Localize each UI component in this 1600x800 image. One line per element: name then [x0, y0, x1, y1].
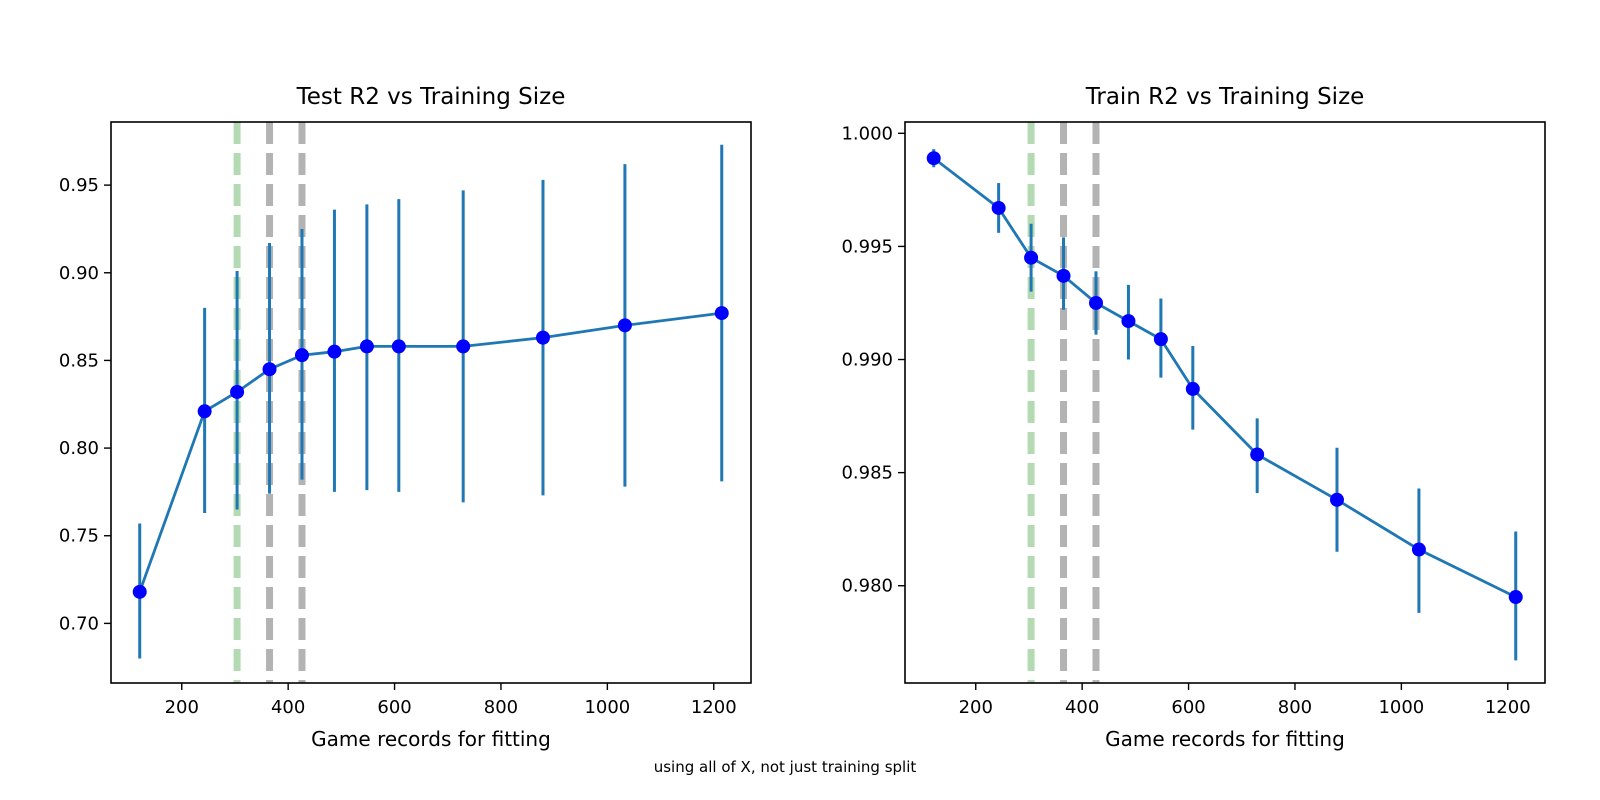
data-point — [294, 348, 309, 363]
data-point — [991, 200, 1006, 215]
data-point — [535, 330, 550, 345]
y-tick-label: 0.980 — [841, 576, 893, 597]
chart-title: Train R2 vs Training Size — [1085, 84, 1365, 110]
data-point — [1088, 295, 1103, 310]
x-tick-label: 600 — [377, 697, 411, 718]
data-point — [391, 339, 406, 354]
data-point — [456, 339, 471, 354]
series-line — [138, 311, 722, 593]
data-point — [359, 339, 374, 354]
x-tick-label: 400 — [1065, 697, 1099, 718]
x-axis-label: Game records for fitting — [311, 727, 551, 751]
x-tick-label: 200 — [165, 697, 199, 718]
y-tick-label: 1.000 — [841, 123, 893, 144]
axes-frame — [110, 121, 752, 684]
x-tick-label: 400 — [271, 697, 305, 718]
x-tick-label: 800 — [1278, 697, 1312, 718]
data-point — [197, 404, 212, 419]
x-tick-label: 200 — [959, 697, 993, 718]
x-tick-label: 800 — [484, 697, 518, 718]
y-tick-label: 0.75 — [59, 526, 99, 547]
x-tick-label: 1200 — [691, 697, 737, 718]
data-point — [132, 584, 147, 599]
data-point — [1329, 492, 1344, 507]
data-point — [230, 384, 245, 399]
y-tick-label: 0.990 — [841, 350, 893, 371]
data-point — [1056, 268, 1071, 283]
data-point — [1411, 542, 1426, 557]
chart-panel-2: 200 400 600 800 1000 1200 0.980 0.985 0.990 0.995… — [841, 84, 1546, 751]
data-point — [327, 344, 342, 359]
data-point — [714, 306, 729, 321]
x-tick-label: 600 — [1171, 697, 1205, 718]
data-point — [262, 362, 277, 377]
figure-caption: using all of X, not just training split — [653, 758, 917, 776]
series-line — [932, 157, 1517, 599]
data-point — [1250, 447, 1265, 462]
data-point — [1508, 590, 1523, 605]
axes-frame — [904, 121, 1546, 684]
y-tick-label: 0.985 — [841, 463, 893, 484]
y-tick-label: 0.85 — [59, 350, 99, 371]
data-point — [617, 318, 632, 333]
data-point — [926, 151, 941, 166]
y-tick-label: 0.995 — [841, 236, 893, 257]
data-point — [1185, 381, 1200, 396]
y-tick-label: 0.95 — [59, 175, 99, 196]
y-tick-label: 0.80 — [59, 438, 99, 459]
x-tick-label: 1200 — [1485, 697, 1531, 718]
chart-title: Test R2 vs Training Size — [296, 84, 566, 110]
y-tick-label: 0.70 — [59, 613, 99, 634]
data-point — [1024, 250, 1039, 265]
y-tick-label: 0.90 — [59, 263, 99, 284]
data-point — [1153, 332, 1168, 347]
chart-panel-1: 200 400 600 800 1000 1200 0.70 0.75 0.80 0.85 0.90… — [59, 84, 752, 751]
x-axis-label: Game records for fitting — [1105, 727, 1345, 751]
data-point — [1121, 314, 1136, 329]
x-tick-label: 1000 — [1378, 697, 1424, 718]
x-tick-label: 1000 — [584, 697, 630, 718]
